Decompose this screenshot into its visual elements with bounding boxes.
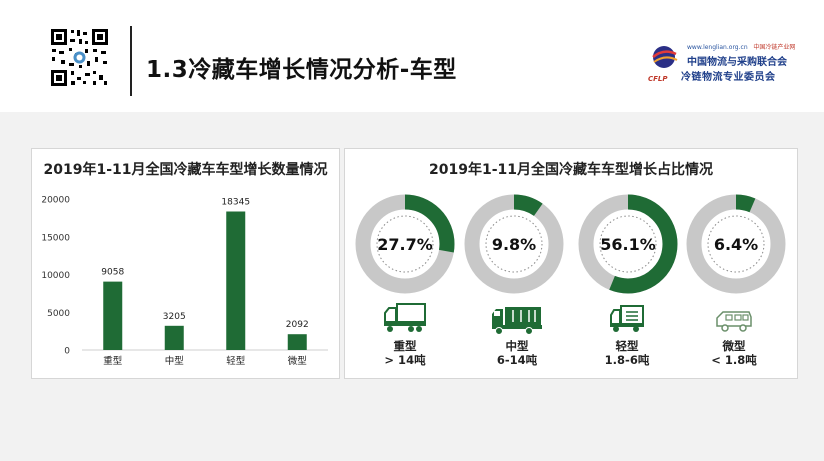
qr-code-icon [49, 27, 110, 88]
y-tick-label: 5000 [47, 309, 70, 319]
bar [103, 281, 123, 350]
bar-chart-title: 2019年1-11月全国冷藏车车型增长数量情况 [43, 162, 328, 178]
x-category-label: 中型 [165, 355, 185, 367]
truck-type-name: 轻型 [615, 339, 639, 353]
donut-inner-ring [376, 215, 434, 273]
bar [226, 211, 246, 350]
truck-label-heavy: 重型 > 14吨 [365, 339, 445, 367]
heavy-truck-icon [384, 303, 426, 332]
donut-chart-title: 2019年1-11月全国冷藏车车型增长占比情况 [429, 162, 713, 178]
page-title: 1.3冷藏车增长情况分析-车型 [146, 57, 457, 83]
donut-inner-ring [599, 215, 657, 273]
bar-value-label: 18345 [221, 197, 250, 207]
donut-percent-label: 6.4% [714, 235, 758, 254]
logo-abbr: CFLP [648, 75, 668, 83]
truck-type-name: 重型 [393, 339, 417, 353]
x-category-label: 重型 [103, 355, 123, 367]
logo-url: www.lenglian.org.cn 中国冷链产业网 [687, 44, 796, 51]
donut-inner-ring [707, 215, 765, 273]
truck-label-mini: 微型 < 1.8吨 [694, 339, 774, 367]
bar-chart: 0 5000 10000 15000 20000 9058 重型 3205 中型 18345 轻型 2… [41, 196, 328, 367]
header: 1.3冷藏车增长情况分析-车型 www.lenglian.org.cn 中国冷链… [0, 0, 824, 112]
donut-inner-ring [485, 215, 543, 273]
donut-segment [578, 194, 678, 294]
truck-type-range: 6-14吨 [496, 353, 538, 367]
donut-chart-panel: 2019年1-11月全国冷藏车车型增长占比情况 27.7% 9.8% 56.1% 6.… [344, 148, 798, 379]
medium-truck-icon [492, 307, 542, 335]
truck-type-range: 1.8-6吨 [604, 353, 650, 367]
y-tick-label: 0 [64, 347, 70, 357]
truck-type-range: < 1.8吨 [711, 353, 757, 367]
cflp-logo-mark-icon [652, 46, 678, 68]
truck-label-medium: 中型 6-14吨 [477, 339, 557, 367]
bar-value-label: 3205 [163, 312, 186, 322]
donut-percent-label: 56.1% [600, 235, 656, 254]
donut-percent-label: 9.8% [492, 235, 536, 254]
truck-type-name: 微型 [722, 339, 746, 353]
y-tick-label: 10000 [41, 271, 70, 281]
truck-label-light: 轻型 1.8-6吨 [587, 339, 667, 367]
x-category-label: 微型 [288, 355, 308, 367]
bar-chart-panel: 2019年1-11月全国冷藏车车型增长数量情况 0 5000 10000 15000 2… [31, 148, 340, 379]
bar [287, 334, 307, 350]
cflp-logo: www.lenglian.org.cn 中国冷链产业网 中国物流与采购联合会 冷… [648, 40, 818, 85]
bar [164, 325, 184, 350]
bar-value-label: 9058 [101, 268, 124, 278]
light-truck-icon [610, 305, 644, 332]
y-tick-label: 20000 [41, 196, 70, 206]
truck-type-name: 中型 [505, 339, 529, 353]
donut-segment [355, 194, 455, 294]
donut-percent-label: 27.7% [377, 235, 433, 254]
donut-segment [464, 194, 564, 294]
donut-segment [686, 194, 786, 294]
x-category-label: 轻型 [226, 355, 246, 367]
header-divider [130, 26, 132, 96]
truck-type-range: > 14吨 [384, 353, 426, 367]
logo-name-line2: 冷链物流专业委员会 [681, 72, 776, 83]
mini-van-icon [716, 311, 752, 332]
logo-name-line1: 中国物流与采购联合会 [687, 57, 787, 68]
y-tick-label: 15000 [41, 233, 70, 243]
bar-value-label: 2092 [286, 320, 309, 330]
donut-charts: 27.7% 9.8% 56.1% 6.4% [355, 194, 786, 294]
